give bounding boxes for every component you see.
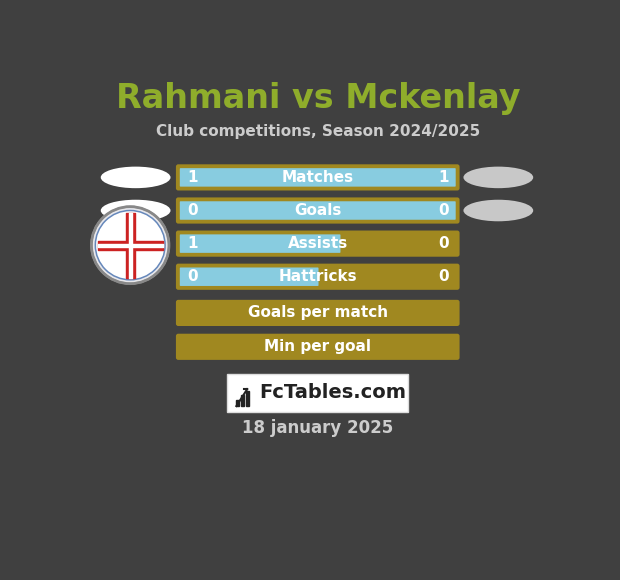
FancyBboxPatch shape [180,234,340,253]
Text: Hattricks: Hattricks [278,269,357,284]
Text: 0: 0 [438,269,449,284]
Text: 1: 1 [187,236,197,251]
Bar [246,391,249,406]
Ellipse shape [463,166,533,188]
Ellipse shape [100,166,170,188]
Text: 0: 0 [438,203,449,218]
Text: 0: 0 [438,236,449,251]
Text: Assists: Assists [288,236,348,251]
FancyBboxPatch shape [176,334,459,360]
Text: Rahmani vs Mckenlay: Rahmani vs Mckenlay [115,82,520,115]
Circle shape [94,210,166,281]
Text: FcTables.com: FcTables.com [260,383,407,403]
Circle shape [92,206,169,284]
FancyBboxPatch shape [180,168,456,187]
Text: Matches: Matches [281,170,354,185]
Text: Goals per match: Goals per match [247,306,388,320]
FancyBboxPatch shape [180,267,319,286]
Ellipse shape [100,200,170,222]
Circle shape [96,211,164,279]
Text: 0: 0 [187,269,198,284]
Ellipse shape [463,200,533,222]
Text: Min per goal: Min per goal [264,339,371,354]
Text: Club competitions, Season 2024/2025: Club competitions, Season 2024/2025 [156,124,480,139]
Bar [236,400,239,406]
FancyBboxPatch shape [176,164,459,190]
Bar [241,396,244,406]
FancyBboxPatch shape [180,201,456,220]
Text: 18 january 2025: 18 january 2025 [242,419,393,437]
Text: 1: 1 [438,170,448,185]
FancyBboxPatch shape [176,264,459,290]
FancyBboxPatch shape [176,300,459,326]
FancyBboxPatch shape [176,197,459,224]
Text: 0: 0 [187,203,198,218]
Text: 1: 1 [187,170,197,185]
Text: Goals: Goals [294,203,342,218]
FancyBboxPatch shape [176,230,459,257]
FancyBboxPatch shape [227,374,409,412]
